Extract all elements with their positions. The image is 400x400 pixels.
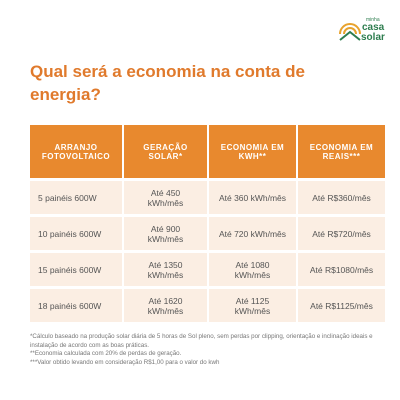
column-header: ARRANJO FOTOVOLTAICO — [30, 125, 122, 178]
table-cell: Até 720 kWh/mês — [209, 217, 296, 250]
logo-text: solar — [361, 32, 385, 43]
table-cell: Até R$720/mês — [298, 217, 385, 250]
table-cell: Até 1080 kWh/mês — [209, 253, 296, 286]
table-cell: 10 painéis 600W — [30, 217, 122, 250]
footnotes: *Cálculo baseado na produção solar diári… — [30, 333, 390, 367]
table-cell: 15 painéis 600W — [30, 253, 122, 286]
table-cell: Até 1125 kWh/mês — [209, 289, 296, 322]
table-cell: 18 painéis 600W — [30, 289, 122, 322]
logo-text: casa — [362, 22, 385, 33]
table-cell: Até R$360/mês — [298, 181, 385, 214]
footnote: ***Valor obtido levando em consideração … — [30, 358, 220, 366]
table-cell: Até 900 kWh/mês — [124, 217, 207, 250]
table-cell: Até R$1125/mês — [298, 289, 385, 322]
table-cell: Até 1620 kWh/mês — [124, 289, 207, 322]
table-cell: Até 360 kWh/mês — [209, 181, 296, 214]
logo: minha casa solar — [339, 17, 385, 43]
column-header: GERAÇÃO SOLAR* — [124, 125, 207, 178]
footnote: *Cálculo baseado na produção solar diári… — [30, 333, 373, 349]
footnote: **Economia calculada com 20% de perdas d… — [30, 350, 182, 357]
column-header: ECONOMIA EM KWH** — [209, 125, 296, 178]
title: Qual será a economia na conta de energia… — [30, 62, 305, 104]
column-header: ECONOMIA EM REAIS*** — [298, 125, 385, 178]
table-cell: Até 1350 kWh/mês — [124, 253, 207, 286]
logo-text: minha — [366, 17, 380, 23]
table-cell: 5 painéis 600W — [30, 181, 122, 214]
table: ARRANJO FOTOVOLTAICO GERAÇÃO SOLAR* ECONOM… — [30, 125, 385, 322]
table-cell: Até R$1080/mês — [298, 253, 385, 286]
table-cell: Até 450 kWh/mês — [124, 181, 207, 214]
